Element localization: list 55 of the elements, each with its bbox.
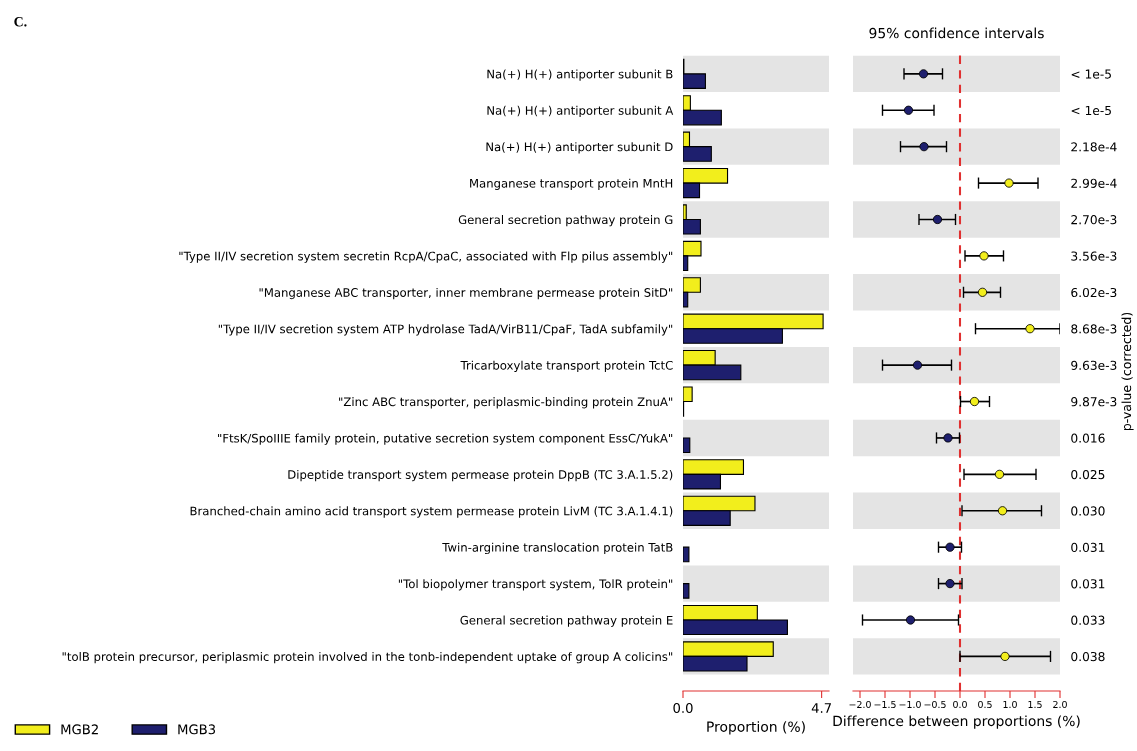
legend-label: MGB3 — [178, 724, 216, 735]
y2-tick-label: 3.56e-3 — [1071, 251, 1117, 261]
text: C. — [14, 17, 27, 27]
y2-tick-label: < 1e-5 — [1071, 69, 1111, 79]
y2-tick-label: 2.18e-4 — [1071, 142, 1117, 152]
x-tick-label: 2.0 — [1053, 700, 1067, 709]
y2-tick-label: 9.87e-3 — [1071, 397, 1117, 407]
category-label: Na(+) H(+) antiporter subunit B — [487, 69, 673, 81]
category-label: Branched-chain amino acid transport system permease protein LivM (TC 3.A.1.4.1) — [190, 506, 673, 518]
y2-tick-label: 2.70e-3 — [1071, 215, 1117, 225]
y2-tick-label: 0.030 — [1071, 506, 1105, 516]
x-tick-label: 0.5 — [978, 700, 992, 709]
y2-tick-label: 0.031 — [1071, 542, 1105, 552]
category-label: Dipeptide transport system permease protein DppB (TC 3.A.1.5.2) — [288, 469, 673, 482]
x-tick-label: −2.0 — [849, 700, 871, 709]
category-label: "Type II/IV secretion system secretin RcpA/CpaC, associated with Flp pilus assembly" — [179, 251, 673, 263]
category-label: "Manganese ABC transporter, inner membrane permease protein SitD" — [259, 287, 673, 300]
x-tick-label: −1.5 — [874, 701, 896, 709]
y2-tick-label: 0.016 — [1071, 433, 1105, 443]
category-label: General secretion pathway protein E — [460, 615, 673, 627]
x-tick-label: 1.0 — [1003, 700, 1017, 709]
x-tick-label: −1.0 — [899, 700, 921, 709]
y2-tick-label: 0.025 — [1071, 469, 1105, 480]
y2-tick-label: 2.99e-4 — [1071, 178, 1117, 188]
x-tick-label: 4.7 — [811, 703, 831, 713]
y2-tick-label: 0.038 — [1071, 651, 1105, 662]
category-label: Manganese transport protein MntH — [470, 178, 673, 190]
category-label: "FtsK/SpoIIIE family protein, putative secretion system component EssC/YukA" — [218, 433, 673, 445]
category-label: "Zinc ABC transporter, periplasmic-binding protein ZnuA" — [339, 397, 673, 409]
y2-tick-label: < 1e-5 — [1071, 105, 1111, 116]
category-label: Twin-arginine translocation protein TatB — [442, 542, 673, 555]
category-label: Na(+) H(+) antiporter subunit D — [486, 142, 673, 154]
y2-tick-label: 0.031 — [1071, 579, 1105, 589]
x-axis-title: Difference between proportions (%) — [833, 715, 1080, 729]
category-label: "Tol biopolymer transport system, TolR protein" — [398, 579, 673, 591]
category-label: "Type II/IV secretion system ATP hydrolase TadA/VirB11/CpaF, TadA subfamily" — [218, 324, 673, 336]
bar — [683, 583, 690, 599]
bar — [683, 546, 690, 563]
category-label: General secretion pathway protein G — [458, 215, 673, 227]
x-tick-label: 0.0 — [673, 703, 693, 714]
category-label: Tricarboxylate transport protein TctC — [460, 360, 673, 372]
category-label: "tolB protein precursor, periplasmic protein involved in the tonb-independent uptake of group A colicins" — [62, 651, 673, 664]
y2-tick-label: 6.02e-3 — [1071, 287, 1117, 298]
x-axis-title: Proportion (%) — [707, 721, 805, 735]
bar — [683, 437, 691, 454]
x-tick-label: 0.0 — [953, 700, 967, 709]
category-label: Na(+) H(+) antiporter subunit A — [487, 105, 674, 118]
legend-label: MGB2 — [61, 724, 98, 735]
y2-tick-label: 0.033 — [1071, 615, 1105, 625]
y2-tick-label: 8.68e-3 — [1071, 324, 1117, 334]
x-tick-label: 1.5 — [1028, 701, 1042, 709]
x-tick-label: −0.5 — [924, 700, 946, 709]
chart-title: 95% confidence intervals — [869, 27, 1044, 39]
y2-tick-label: 9.63e-3 — [1071, 360, 1117, 370]
y2-axis-title: p-value (corrected) — [1121, 312, 1134, 431]
